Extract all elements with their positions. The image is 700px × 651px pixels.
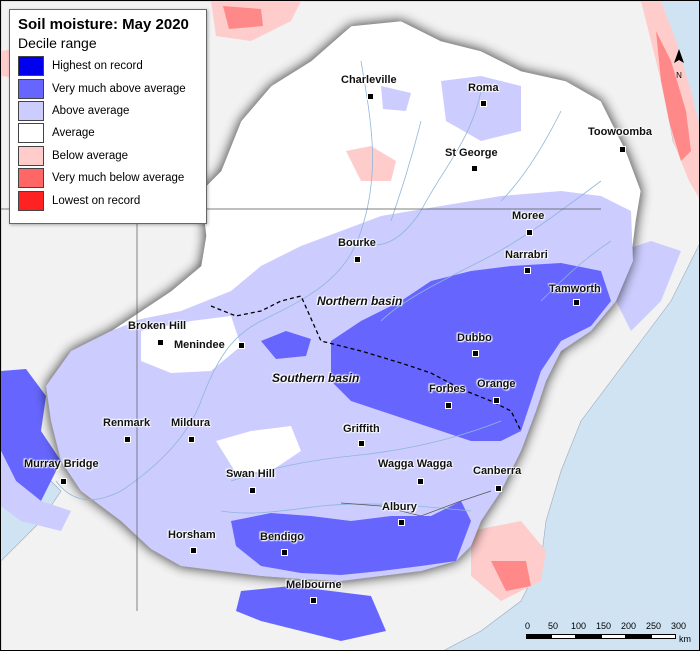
town-label-moree: Moree bbox=[512, 210, 545, 222]
town-marker bbox=[358, 440, 365, 447]
legend-swatch bbox=[18, 56, 44, 77]
town-marker bbox=[367, 93, 374, 100]
scale-tick-label: 150 bbox=[596, 621, 612, 631]
town-label-albury: Albury bbox=[382, 501, 417, 513]
town-label-swan-hill: Swan Hill bbox=[226, 468, 275, 480]
town-label-roma: Roma bbox=[468, 82, 499, 94]
town-marker bbox=[495, 485, 502, 492]
town-marker bbox=[281, 549, 288, 556]
town-marker bbox=[524, 267, 531, 274]
town-label-canberra: Canberra bbox=[473, 465, 522, 477]
town-label-murray-bridge: Murray Bridge bbox=[24, 458, 99, 470]
town-marker bbox=[238, 342, 245, 349]
town-label-charleville: Charleville bbox=[341, 74, 397, 86]
town-label-tamworth: Tamworth bbox=[549, 283, 601, 295]
town-marker bbox=[190, 547, 197, 554]
town-marker bbox=[619, 146, 626, 153]
town-label-toowoomba: Toowoomba bbox=[588, 126, 652, 138]
legend-label: Above average bbox=[52, 104, 130, 117]
town-marker bbox=[417, 478, 424, 485]
north-arrow-label: N bbox=[676, 71, 682, 80]
town-marker bbox=[354, 256, 361, 263]
town-marker bbox=[493, 397, 500, 404]
legend-swatch bbox=[18, 168, 44, 189]
town-label-st-george: St George bbox=[445, 147, 498, 159]
town-marker bbox=[472, 350, 479, 357]
town-marker bbox=[573, 299, 580, 306]
legend-label: Very much below average bbox=[52, 172, 185, 185]
basin-anomaly-areas bbox=[46, 76, 633, 641]
town-marker bbox=[471, 165, 478, 172]
legend-item: Below average bbox=[18, 145, 198, 167]
scale-segment bbox=[551, 634, 576, 639]
town-label-wagga-wagga: Wagga Wagga bbox=[378, 458, 453, 470]
scale-tick-label: 50 bbox=[548, 621, 559, 631]
town-label-renmark: Renmark bbox=[103, 417, 151, 429]
town-label-griffith: Griffith bbox=[343, 423, 380, 435]
town-label-bourke: Bourke bbox=[338, 237, 376, 249]
legend-label: Below average bbox=[52, 149, 129, 162]
town-marker bbox=[249, 487, 256, 494]
town-label-forbes: Forbes bbox=[429, 383, 466, 395]
town-label-broken-hill: Broken Hill bbox=[128, 320, 187, 332]
town-label-horsham: Horsham bbox=[168, 529, 216, 541]
legend: Soil moisture: May 2020 Decile range Hig… bbox=[9, 9, 207, 224]
lake-menindee bbox=[272, 334, 300, 352]
town-marker bbox=[526, 229, 533, 236]
town-marker bbox=[480, 100, 487, 107]
scale-tick-label: 300 bbox=[671, 621, 687, 631]
scale-bar: 0 50 100 150 200 250 300 km bbox=[521, 621, 691, 644]
legend-swatch bbox=[18, 190, 44, 211]
scale-segment bbox=[526, 634, 551, 639]
scale-segment bbox=[601, 634, 626, 639]
scale-tick-label: 100 bbox=[571, 621, 587, 631]
town-marker bbox=[310, 597, 317, 604]
town-label-dubbo: Dubbo bbox=[457, 332, 492, 344]
town-marker bbox=[60, 478, 67, 485]
legend-label: Average bbox=[52, 127, 95, 140]
town-label-orange: Orange bbox=[477, 378, 516, 390]
legend-item: Lowest on record bbox=[18, 189, 198, 211]
legend-item: Highest on record bbox=[18, 55, 198, 77]
legend-swatch bbox=[18, 145, 44, 166]
town-marker bbox=[188, 436, 195, 443]
legend-subtitle: Decile range bbox=[18, 35, 97, 51]
north-arrow: N bbox=[672, 49, 686, 80]
legend-item: Very much above average bbox=[18, 77, 198, 99]
scale-segment bbox=[576, 634, 601, 639]
legend-swatch bbox=[18, 100, 44, 121]
town-label-menindee: Menindee bbox=[174, 339, 225, 351]
scale-segment bbox=[626, 634, 651, 639]
town-label-narrabri: Narrabri bbox=[505, 249, 548, 261]
town-label-melbourne: Melbourne bbox=[286, 579, 342, 591]
legend-item: Average bbox=[18, 122, 198, 144]
scale-segment bbox=[651, 634, 676, 639]
scale-tick-label: 200 bbox=[621, 621, 637, 631]
legend-label: Very much above average bbox=[52, 82, 186, 95]
town-marker bbox=[445, 402, 452, 409]
legend-swatch bbox=[18, 78, 44, 99]
scale-tick-label: 250 bbox=[646, 621, 662, 631]
legend-label: Highest on record bbox=[52, 60, 143, 73]
legend-label: Lowest on record bbox=[52, 194, 141, 207]
northern-basin-label: Northern basin bbox=[317, 294, 403, 308]
town-label-bendigo: Bendigo bbox=[260, 531, 304, 543]
legend-item: Above average bbox=[18, 100, 198, 122]
legend-item: Very much below average bbox=[18, 167, 198, 189]
scale-unit: km bbox=[679, 634, 691, 644]
town-label-mildura: Mildura bbox=[171, 417, 211, 429]
north-arrow-icon bbox=[674, 49, 684, 63]
river-network bbox=[55, 60, 612, 514]
legend-title: Soil moisture: May 2020 bbox=[18, 16, 189, 33]
basin-divider-line bbox=[210, 295, 522, 432]
town-marker bbox=[398, 519, 405, 526]
town-marker bbox=[124, 436, 131, 443]
southern-basin-label: Southern basin bbox=[272, 371, 360, 385]
legend-swatch bbox=[18, 123, 44, 144]
town-marker bbox=[157, 339, 164, 346]
scale-tick-label: 0 bbox=[525, 621, 531, 631]
